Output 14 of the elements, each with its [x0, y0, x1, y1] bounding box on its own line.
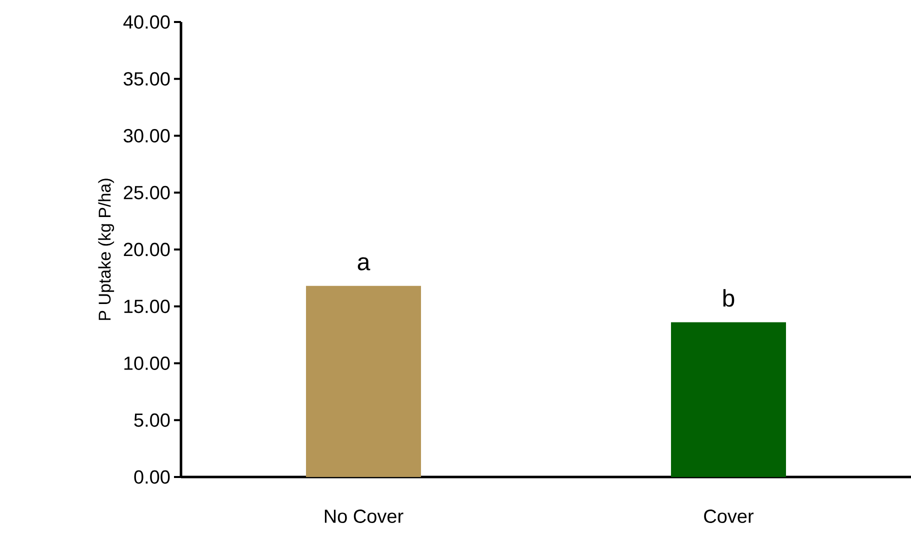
y-tick-label: 10.00	[124, 356, 170, 370]
y-tick-label: 0.00	[134, 470, 170, 484]
y-axis-title: P Uptake (kg P/ha)	[98, 178, 114, 320]
y-tick-label: 35.00	[124, 72, 170, 86]
x-tick-label: Cover	[704, 510, 754, 523]
annotation: b	[723, 289, 734, 307]
y-tick-label: 25.00	[124, 186, 170, 200]
y-tick-label: 30.00	[124, 129, 170, 142]
annotation: a	[358, 257, 370, 270]
y-tick-label: 40.00	[123, 15, 170, 29]
x-tick-label: No Cover	[324, 510, 404, 523]
y-tick-label: 15.00	[124, 300, 170, 314]
y-tick-label: 5.00	[134, 413, 170, 427]
y-tick-label: 20.00	[124, 242, 170, 256]
